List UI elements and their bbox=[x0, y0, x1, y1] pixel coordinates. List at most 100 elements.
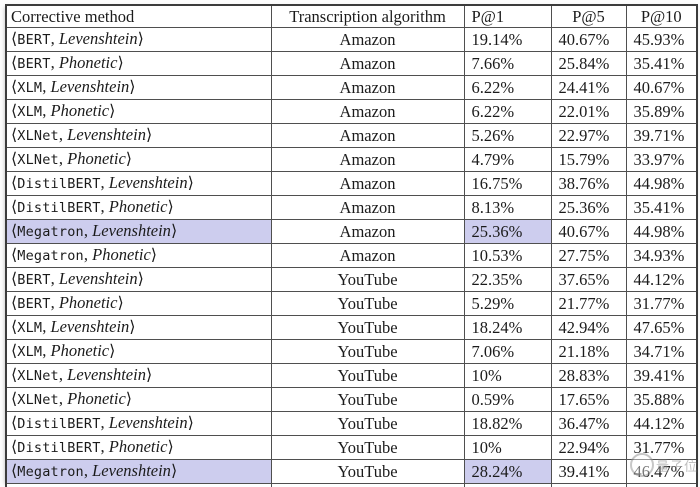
cell-corrective-method: ⟨XLM, Phonetic⟩ bbox=[5, 99, 272, 124]
angle-bracket-open-icon: ⟨ bbox=[11, 101, 18, 120]
cell-p10: 44.98% bbox=[625, 219, 698, 244]
angle-bracket-close-icon: ⟩ bbox=[145, 365, 153, 384]
table-row: ⟨DistilBERT, Phonetic⟩ Amazon 8.13% 25.3… bbox=[5, 195, 698, 220]
table-row: ⟨XLNet, Phonetic⟩ YouTube 0.59% 17.65% 3… bbox=[5, 387, 698, 412]
cell-corrective-method: ⟨Megatron, Phonetic⟩ bbox=[5, 243, 272, 268]
table-row: ⟨BERT, Levenshtein⟩ YouTube 22.35% 37.65… bbox=[5, 267, 698, 292]
angle-bracket-open-icon: ⟨ bbox=[11, 269, 18, 288]
cell-p1: 5.29% bbox=[463, 291, 552, 316]
method-model: Megatron bbox=[17, 464, 84, 480]
method-model: Megatron bbox=[17, 248, 84, 264]
cell-p10: 33.97% bbox=[625, 147, 698, 172]
col-header-p1: P@1 bbox=[463, 4, 552, 28]
cell-p10: 45.93% bbox=[625, 27, 698, 52]
angle-bracket-close-icon: ⟩ bbox=[170, 221, 178, 240]
method-metric: Levenshtein bbox=[58, 29, 138, 48]
method-separator: , bbox=[83, 221, 93, 240]
table-row: ⟨XLM, Levenshtein⟩ YouTube 18.24% 42.94%… bbox=[5, 315, 698, 340]
cell-corrective-method: ⟨XLNet, Levenshtein⟩ bbox=[5, 123, 272, 148]
cell-p10: 44.98% bbox=[625, 171, 698, 196]
cell-p1: 10% bbox=[463, 435, 552, 460]
method-metric: Levenshtein bbox=[58, 269, 138, 288]
cell-corrective-method: ⟨XLNet, Phonetic⟩ bbox=[5, 387, 272, 412]
cell-p5: 22.01% bbox=[550, 99, 627, 124]
angle-bracket-close-icon: ⟩ bbox=[167, 197, 174, 216]
cell-p1: 5.26% bbox=[463, 123, 552, 148]
cell-corrective-method: ⟨XLM, Levenshtein⟩ bbox=[5, 75, 272, 100]
col-header-transcription-algorithm: Transcription algorithm bbox=[270, 4, 465, 28]
cell-corrective-method: ⟨XLNet, Phonetic⟩ bbox=[5, 147, 272, 172]
cell-p10: 35.41% bbox=[625, 51, 698, 76]
angle-bracket-open-icon: ⟨ bbox=[11, 389, 18, 408]
cell-p10: 34.93% bbox=[625, 243, 698, 268]
cell-p1: 25.36% bbox=[463, 219, 552, 244]
angle-bracket-close-icon: ⟩ bbox=[125, 389, 133, 408]
cell-p5: 24.41% bbox=[550, 75, 627, 100]
angle-bracket-open-icon: ⟨ bbox=[11, 437, 18, 456]
cell-p1: 7.66% bbox=[463, 51, 552, 76]
method-separator: , bbox=[50, 269, 59, 288]
cell-transcription-algorithm: Amazon bbox=[270, 123, 465, 148]
angle-bracket-close-icon: ⟩ bbox=[137, 29, 144, 48]
method-metric: Phonetic bbox=[92, 245, 151, 264]
angle-bracket-close-icon: ⟩ bbox=[187, 413, 194, 432]
cell-p5: 40.67% bbox=[550, 27, 627, 52]
method-model: Megatron bbox=[17, 224, 84, 240]
cell-p5: 40.67% bbox=[550, 219, 627, 244]
cell-p1: 28.24% bbox=[463, 459, 552, 484]
cell-transcription-algorithm: Amazon bbox=[270, 195, 465, 220]
angle-bracket-open-icon: ⟨ bbox=[11, 461, 18, 480]
table-row: ⟨XLM, Phonetic⟩ Amazon 6.22% 22.01% 35.8… bbox=[5, 99, 698, 124]
cell-corrective-method: ⟨Megatron, Levenshtein⟩ bbox=[5, 459, 272, 484]
cell-p10: 35.89% bbox=[625, 99, 698, 124]
method-metric: Phonetic bbox=[58, 53, 118, 72]
cell-p5: 37.65% bbox=[550, 267, 627, 292]
method-separator: , bbox=[42, 101, 51, 120]
method-separator: , bbox=[42, 317, 51, 336]
cell-transcription-algorithm: YouTube bbox=[270, 411, 465, 436]
cell-transcription-algorithm: Amazon bbox=[270, 219, 465, 244]
cell-p1: 7.06% bbox=[463, 339, 552, 364]
cell-p10: 46.47% bbox=[625, 459, 698, 484]
table-row: ⟨BERT, Levenshtein⟩ Amazon 19.14% 40.67%… bbox=[5, 27, 698, 52]
table-row: ⟨DistilBERT, Levenshtein⟩ YouTube 18.82%… bbox=[5, 411, 698, 436]
method-model: XLNet bbox=[17, 368, 59, 384]
cell-p5: 25.84% bbox=[550, 51, 627, 76]
cell-transcription-algorithm: YouTube bbox=[270, 483, 465, 487]
cell-p5: 17.65% bbox=[550, 387, 627, 412]
cell-p5: 27.75% bbox=[550, 243, 627, 268]
results-table-container: Corrective method Transcription algorith… bbox=[5, 4, 698, 487]
cell-p5: 21.18% bbox=[550, 339, 627, 364]
table-row: ⟨XLNet, Levenshtein⟩ YouTube 10% 28.83% … bbox=[5, 363, 698, 388]
cell-transcription-algorithm: YouTube bbox=[270, 291, 465, 316]
angle-bracket-close-icon: ⟩ bbox=[150, 245, 158, 264]
angle-bracket-open-icon: ⟨ bbox=[11, 197, 18, 216]
method-separator: , bbox=[50, 293, 59, 312]
method-metric: Phonetic bbox=[108, 197, 168, 216]
cell-p1: 6.22% bbox=[463, 75, 552, 100]
cell-transcription-algorithm: Amazon bbox=[270, 171, 465, 196]
table-row: ⟨Megatron, Phonetic⟩ YouTube 10.59% 28.2… bbox=[5, 483, 698, 487]
cell-transcription-algorithm: Amazon bbox=[270, 75, 465, 100]
cell-p1: 8.13% bbox=[463, 195, 552, 220]
cell-transcription-algorithm: Amazon bbox=[270, 99, 465, 124]
cell-corrective-method: ⟨BERT, Levenshtein⟩ bbox=[5, 27, 272, 52]
method-metric: Levenshtein bbox=[108, 173, 188, 192]
angle-bracket-close-icon: ⟩ bbox=[187, 173, 194, 192]
table-row: ⟨DistilBERT, Levenshtein⟩ Amazon 16.75% … bbox=[5, 171, 698, 196]
cell-transcription-algorithm: YouTube bbox=[270, 267, 465, 292]
cell-p10: 35.41% bbox=[625, 195, 698, 220]
cell-corrective-method: ⟨DistilBERT, Levenshtein⟩ bbox=[5, 171, 272, 196]
cell-transcription-algorithm: YouTube bbox=[270, 363, 465, 388]
cell-p10: 44.12% bbox=[625, 267, 698, 292]
angle-bracket-close-icon: ⟩ bbox=[117, 293, 124, 312]
cell-p10: 31.77% bbox=[625, 483, 698, 487]
table-header: Corrective method Transcription algorith… bbox=[5, 4, 698, 28]
method-metric: Phonetic bbox=[58, 293, 118, 312]
method-model: DistilBERT bbox=[17, 440, 101, 456]
cell-transcription-algorithm: YouTube bbox=[270, 435, 465, 460]
table-body: ⟨BERT, Levenshtein⟩ Amazon 19.14% 40.67%… bbox=[5, 27, 698, 487]
angle-bracket-open-icon: ⟨ bbox=[11, 149, 18, 168]
method-model: DistilBERT bbox=[17, 200, 101, 216]
